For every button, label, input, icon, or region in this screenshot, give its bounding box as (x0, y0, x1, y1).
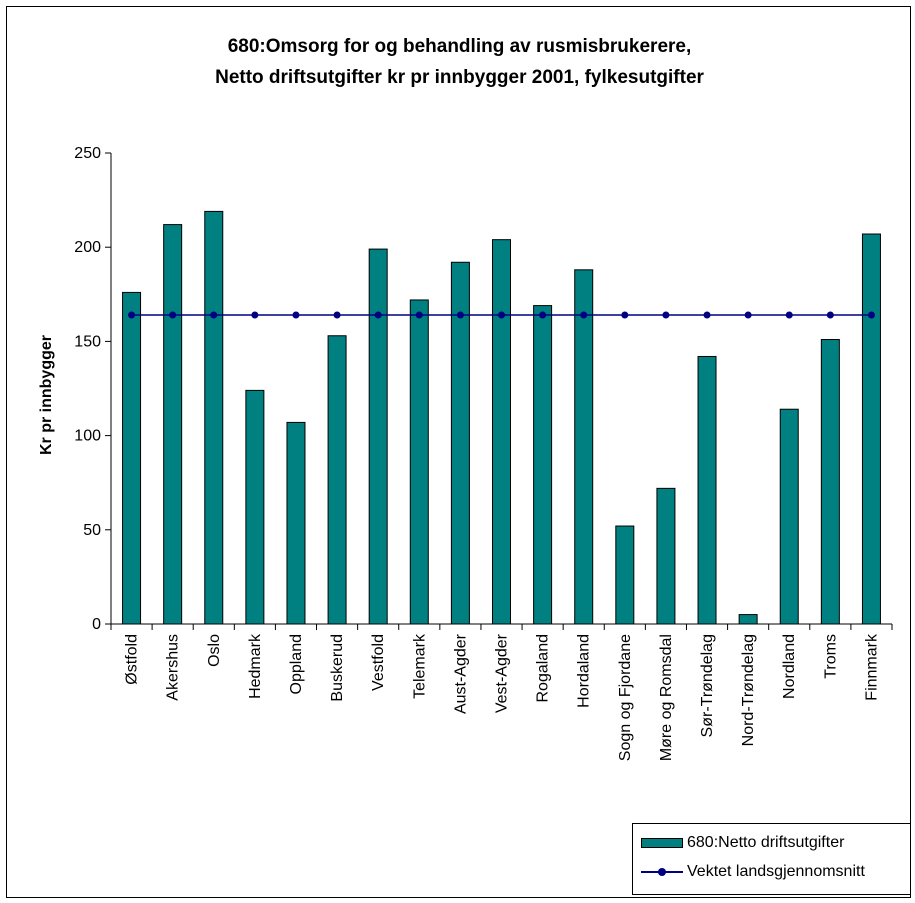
y-tick-label: 100 (74, 428, 101, 445)
chart-frame: 680:Omsorg for og behandling av rusmisbr… (6, 6, 911, 898)
bar-15 (697, 355, 717, 625)
x-tick-label: Hordaland (576, 634, 593, 708)
average-marker-13 (621, 311, 629, 319)
average-marker-10 (498, 311, 505, 319)
y-axis-label: Kr pr innbygger (38, 335, 55, 455)
average-marker-6 (333, 311, 341, 319)
bar-11 (533, 305, 553, 625)
average-marker-11 (539, 311, 547, 319)
x-tick-label: Vestfold (370, 634, 387, 691)
bar-16 (738, 614, 758, 625)
bar-3 (204, 210, 224, 625)
bar-6 (327, 335, 347, 625)
x-tick-label: Buskerud (329, 634, 346, 702)
bar-1 (122, 291, 142, 625)
x-tick-label: Østfold (124, 634, 141, 685)
average-marker-12 (580, 311, 588, 319)
average-marker-14 (662, 311, 670, 319)
chart-title-line-1: 680:Omsorg for og behandling av rusmisbr… (227, 36, 692, 57)
x-tick-label: Nord-Trøndelag (740, 634, 757, 746)
x-tick-label: Aust-Agder (452, 633, 469, 714)
legend-bar-swatch (641, 838, 683, 848)
average-marker-18 (826, 311, 834, 319)
x-tick-label: Møre og Romsdal (658, 634, 675, 761)
bar-7 (368, 248, 388, 625)
x-tick-label: Sør-Trøndelag (699, 634, 716, 737)
average-marker-2 (169, 311, 177, 319)
x-tick-label: Oppland (288, 634, 305, 695)
x-tick-label: Hedmark (247, 633, 264, 699)
bar-4 (245, 389, 265, 625)
bar-5 (286, 421, 306, 625)
chart-title-line-2: Netto driftsutgifter kr pr innbygger 200… (215, 67, 704, 88)
average-marker-5 (292, 311, 300, 319)
legend-item-line: Vektet landsgjennomsnitt (641, 860, 865, 884)
bar-19 (861, 233, 881, 625)
legend: 680:Netto driftsutgifter Vektet landsgje… (632, 823, 910, 895)
bar-2 (163, 224, 183, 625)
average-marker-15 (703, 311, 711, 319)
bar-14 (656, 487, 676, 625)
bar-10 (492, 239, 511, 625)
y-tick-label: 200 (74, 239, 101, 256)
x-tick-label: Finnmark (863, 633, 880, 701)
average-marker-4 (251, 311, 259, 319)
legend-item-bars: 680:Netto driftsutgifter (641, 831, 844, 855)
average-marker-9 (456, 311, 464, 319)
average-marker-19 (867, 311, 875, 319)
average-marker-7 (374, 311, 382, 319)
bar-18 (820, 339, 840, 625)
x-tick-label: Akershus (165, 634, 182, 701)
y-tick-label: 250 (74, 145, 101, 162)
x-tick-label: Oslo (206, 634, 223, 667)
x-tick-label: Troms (822, 634, 839, 679)
x-tick-label: Rogaland (535, 634, 552, 703)
x-tick-label: Nordland (781, 634, 798, 699)
average-marker-17 (785, 311, 793, 319)
chart-title: 680:Omsorg for og behandling av rusmisbr… (7, 31, 910, 93)
legend-label-bars: 680:Netto driftsutgifter (687, 834, 845, 851)
average-marker-1 (128, 311, 136, 319)
average-marker-8 (415, 311, 423, 319)
legend-line-swatch (641, 867, 683, 877)
bar-8 (409, 299, 429, 625)
x-tick-label: Sogn og Fjordane (617, 634, 634, 761)
y-tick-label: 0 (92, 616, 101, 633)
x-tick-label: Telemark (411, 633, 428, 699)
bar-17 (779, 408, 799, 625)
bar-13 (615, 525, 635, 625)
bar-12 (574, 269, 594, 625)
legend-label-line: Vektet landsgjennomsnitt (687, 863, 865, 880)
chart-svg: Kr pr innbygger 0 50 100 150 200 250 Østfold A… (38, 145, 893, 761)
x-tick-label: Vest-Agder (494, 633, 511, 713)
average-marker-16 (744, 311, 752, 319)
y-tick-label: 150 (74, 333, 101, 350)
y-tick-label: 50 (83, 522, 101, 539)
average-marker-3 (210, 311, 218, 319)
